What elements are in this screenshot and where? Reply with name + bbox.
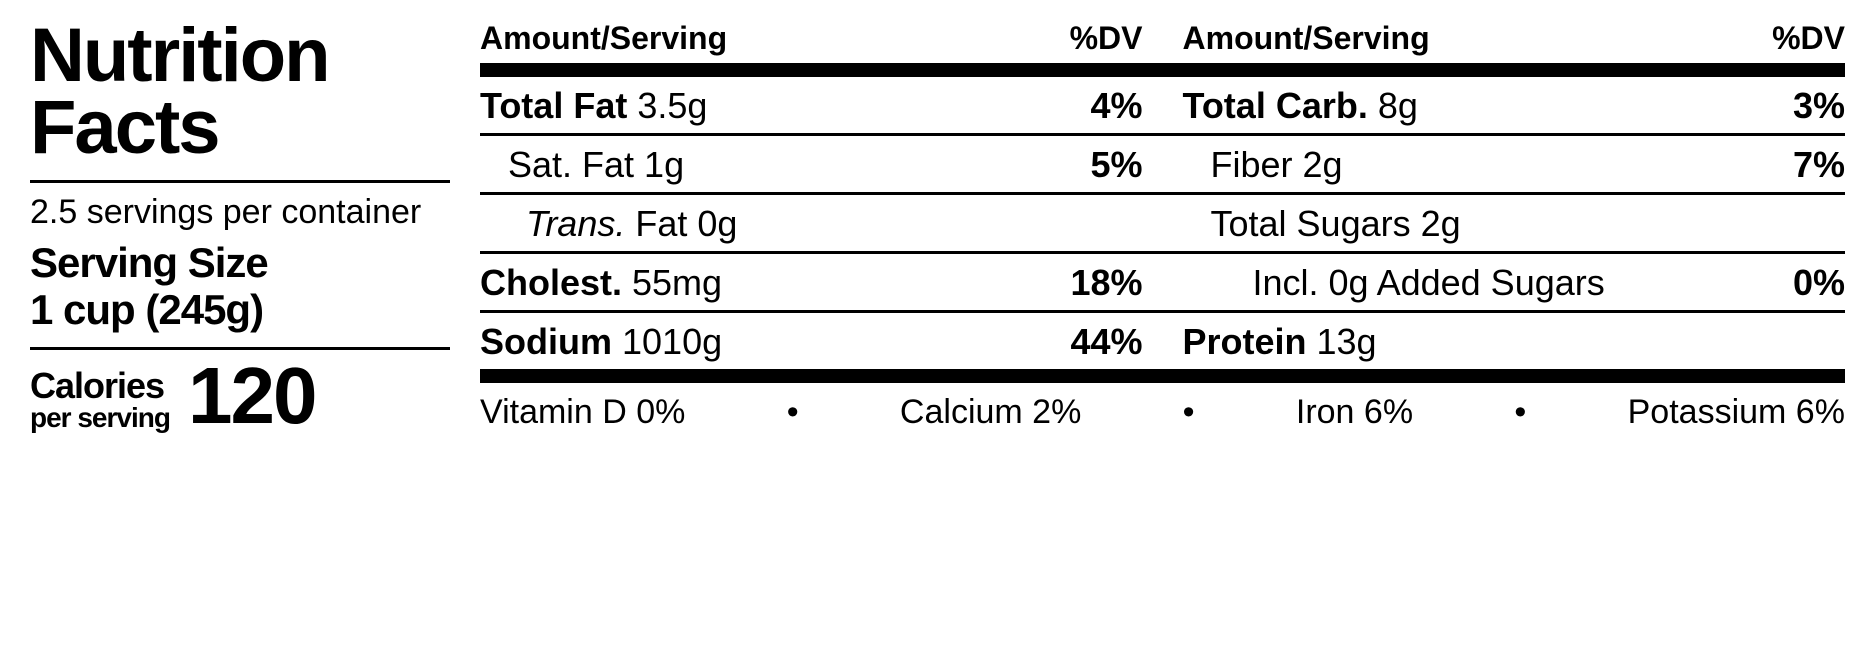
column-headers: Amount/Serving %DV Amount/Serving %DV	[480, 20, 1845, 63]
header-amount-left: Amount/Serving	[480, 20, 1013, 57]
nutrient-dv: 4%	[1013, 85, 1143, 127]
nutrient-label: Trans. Fat 0g	[480, 203, 1013, 245]
nutrition-facts-title: Nutrition Facts	[30, 20, 450, 164]
vitamin-item: Vitamin D 0%	[480, 393, 685, 432]
divider	[30, 347, 450, 350]
nutrient-label: Total Carb. 8g	[1183, 85, 1716, 127]
nutrient-label: Cholest. 55mg	[480, 262, 1013, 304]
nutrient-dv: 44%	[1013, 321, 1143, 363]
nutrient-label: Sodium 1010g	[480, 321, 1013, 363]
calories-row: Calories per serving 120	[30, 360, 450, 432]
nutrient-label: Total Sugars 2g	[1183, 203, 1716, 245]
nutrient-label: Total Fat 3.5g	[480, 85, 1013, 127]
nutrient-dv: 18%	[1013, 262, 1143, 304]
nutrient-row: Sodium 1010g44% Protein 13g	[480, 313, 1845, 369]
header-dv-left: %DV	[1013, 20, 1143, 57]
nutrient-label: Fiber 2g	[1183, 144, 1716, 186]
nutrient-row: Total Fat 3.5g4% Total Carb. 8g3%	[480, 77, 1845, 133]
title-line-2: Facts	[30, 85, 219, 170]
vitamin-item: Calcium 2%	[900, 393, 1081, 432]
calories-sublabel: per serving	[30, 404, 170, 432]
nutrient-label: Sat. Fat 1g	[480, 144, 1013, 186]
serving-size-label: Serving Size	[30, 240, 450, 286]
bullet-separator: •	[1504, 393, 1536, 432]
serving-size-value: 1 cup (245g)	[30, 287, 450, 333]
header-dv-right: %DV	[1715, 20, 1845, 57]
left-panel: Nutrition Facts 2.5 servings per contain…	[30, 20, 480, 634]
nutrient-row: Sat. Fat 1g5% Fiber 2g7%	[480, 136, 1845, 192]
nutrient-label: Protein 13g	[1183, 321, 1716, 363]
calories-value: 120	[188, 360, 315, 432]
divider	[30, 180, 450, 183]
nutrient-dv: 5%	[1013, 144, 1143, 186]
thick-rule	[480, 63, 1845, 77]
calories-label: Calories per serving	[30, 368, 170, 432]
thick-rule	[480, 369, 1845, 383]
right-panel: Amount/Serving %DV Amount/Serving %DV To…	[480, 20, 1845, 634]
bullet-separator: •	[777, 393, 809, 432]
servings-per-container: 2.5 servings per container	[30, 193, 450, 232]
vitamin-item: Iron 6%	[1296, 393, 1413, 432]
bullet-separator: •	[1173, 393, 1205, 432]
header-amount-right: Amount/Serving	[1183, 20, 1716, 57]
nutrient-row: Trans. Fat 0g Total Sugars 2g	[480, 195, 1845, 251]
nutrient-table: Total Fat 3.5g4% Total Carb. 8g3% Sat. Fat…	[480, 77, 1845, 369]
nutrient-dv: 3%	[1715, 85, 1845, 127]
vitamin-item: Potassium 6%	[1628, 393, 1845, 432]
nutrient-dv: 0%	[1715, 262, 1845, 304]
nutrient-label: Incl. 0g Added Sugars	[1183, 262, 1716, 304]
nutrient-row: Cholest. 55mg18% Incl. 0g Added Sugars0%	[480, 254, 1845, 310]
vitamins-row: Vitamin D 0% • Calcium 2% • Iron 6% • Potassiu…	[480, 383, 1845, 432]
nutrient-dv: 7%	[1715, 144, 1845, 186]
